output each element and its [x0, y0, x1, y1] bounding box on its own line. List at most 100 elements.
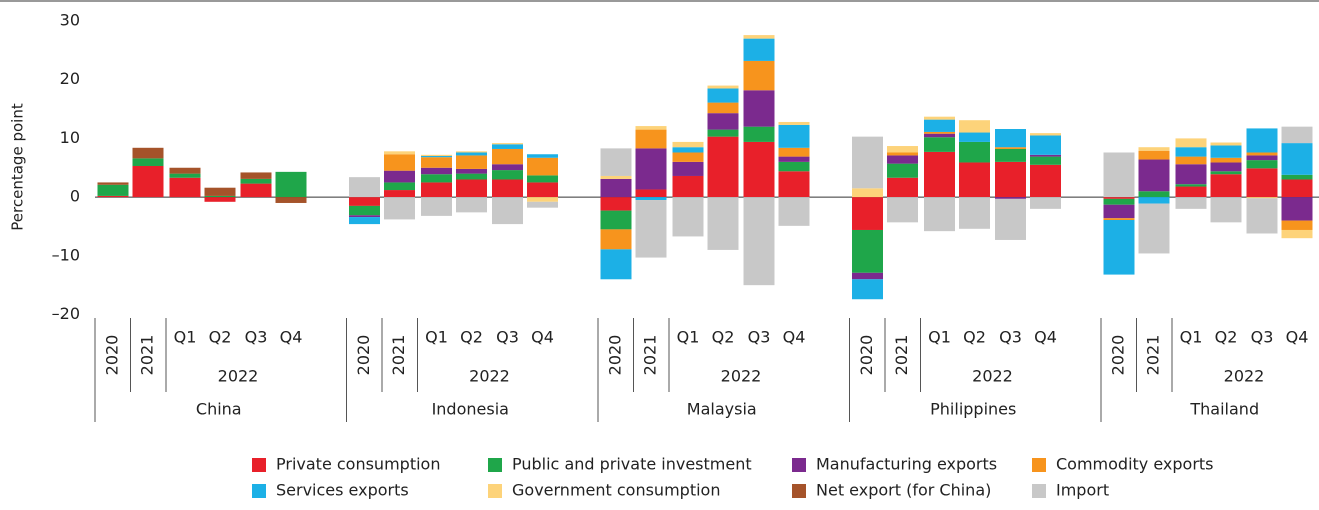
bar-segment: [743, 60, 775, 91]
bar-segment: [743, 90, 775, 127]
bar-segment: [169, 173, 201, 178]
x-tick-label: Q3: [748, 328, 771, 347]
bar-segment: [600, 178, 632, 198]
bar-segment: [456, 173, 487, 180]
bar-segment: [1138, 159, 1170, 192]
bar-segment: [527, 182, 558, 198]
bar-segment: [1210, 171, 1242, 175]
bar-segment: [527, 201, 558, 208]
bar-segment: [97, 195, 129, 198]
x-tick-label: Q2: [1215, 328, 1238, 347]
bar-segment: [672, 141, 704, 148]
bar-segment: [635, 197, 667, 201]
bar-segment: [743, 38, 775, 61]
bar-segment: [959, 141, 990, 163]
x-tick-label: 2020: [354, 335, 373, 376]
x-tick-label: Q2: [209, 328, 232, 347]
legend-swatch: [488, 484, 502, 498]
bar-segment: [349, 197, 380, 206]
bar-segment: [1103, 198, 1135, 205]
bar-segment: [492, 170, 523, 180]
bar-segment: [887, 146, 918, 153]
bar-segment: [635, 189, 667, 198]
bar-segment: [492, 197, 523, 225]
bar-segment: [1030, 135, 1061, 155]
bar-segment: [924, 131, 955, 134]
x-tick-label: 2020: [857, 335, 876, 376]
bar-segment: [527, 197, 558, 202]
bar-segment: [527, 157, 558, 176]
x-tick-label: 2021: [138, 335, 157, 376]
bar-segment: [887, 197, 918, 223]
y-tick-label: –20: [52, 304, 80, 323]
bar-segment: [1246, 197, 1278, 199]
bar-segment: [384, 190, 415, 198]
bar-segment: [421, 174, 452, 183]
bar-segment: [995, 198, 1026, 240]
bar-segment: [204, 197, 236, 202]
bar-segment: [600, 197, 632, 211]
bar-segment: [456, 155, 487, 169]
x-tick-label: Q1: [174, 328, 197, 347]
group-label: Thailand: [1189, 400, 1259, 419]
bar-segment: [1103, 197, 1135, 199]
x-tick-label: 2021: [892, 335, 911, 376]
bar-segment: [635, 148, 667, 190]
bar-segment: [349, 177, 380, 198]
bar-segment: [492, 143, 523, 145]
bar-segment: [1103, 219, 1135, 275]
x-tick-label: 2021: [1144, 335, 1163, 376]
bar-segment: [132, 165, 164, 198]
bar-segment: [1210, 162, 1242, 172]
bar-segment: [492, 148, 523, 165]
bar-segment: [672, 197, 704, 237]
y-tick-label: –10: [52, 245, 80, 264]
bar-segment: [349, 215, 380, 218]
bar-segment: [924, 116, 955, 120]
bar-segment: [995, 129, 1026, 148]
bar-segment: [97, 184, 129, 196]
subgroup-label: 2022: [1224, 367, 1265, 386]
bar-segment: [707, 129, 739, 137]
bar-segment: [600, 175, 632, 179]
x-tick-label: 2020: [606, 335, 625, 376]
bar-segment: [384, 154, 415, 171]
bar-segment: [778, 156, 810, 162]
x-tick-label: Q1: [1180, 328, 1203, 347]
bar-segment: [707, 85, 739, 89]
bar-segment: [204, 187, 236, 196]
bar-segment: [169, 167, 201, 174]
y-tick-label: 20: [60, 69, 80, 88]
bar-segment: [492, 179, 523, 198]
bar-segment: [240, 172, 272, 179]
bar-segment: [743, 141, 775, 198]
bar-segment: [1210, 145, 1242, 158]
bar-segment: [1210, 197, 1242, 223]
x-tick-label: Q1: [677, 328, 700, 347]
bar-segment: [778, 147, 810, 157]
bar-segment: [887, 155, 918, 164]
bar-segment: [635, 200, 667, 258]
bar-segment: [240, 178, 272, 184]
bar-segment: [959, 197, 990, 229]
x-tick-label: Q4: [783, 328, 806, 347]
bar-segment: [349, 205, 380, 216]
y-tick-label: 0: [70, 187, 80, 206]
bar-segment: [275, 171, 307, 198]
bar-segment: [384, 151, 415, 155]
bar-segment: [169, 177, 201, 198]
bar-segment: [1103, 218, 1135, 220]
bar-segment: [600, 249, 632, 280]
bar-segment: [421, 197, 452, 216]
x-tick-label: 2021: [389, 335, 408, 376]
bar-segment: [959, 162, 990, 198]
bar-segment: [672, 161, 704, 176]
bar-segment: [421, 182, 452, 198]
bar-segment: [1175, 184, 1207, 187]
bar-segment: [852, 188, 883, 198]
bar-segment: [778, 124, 810, 148]
legend-label: Private consumption: [276, 455, 440, 474]
legend-swatch: [252, 484, 266, 498]
bar-segment: [1246, 152, 1278, 156]
legend-label: Import: [1056, 481, 1109, 500]
